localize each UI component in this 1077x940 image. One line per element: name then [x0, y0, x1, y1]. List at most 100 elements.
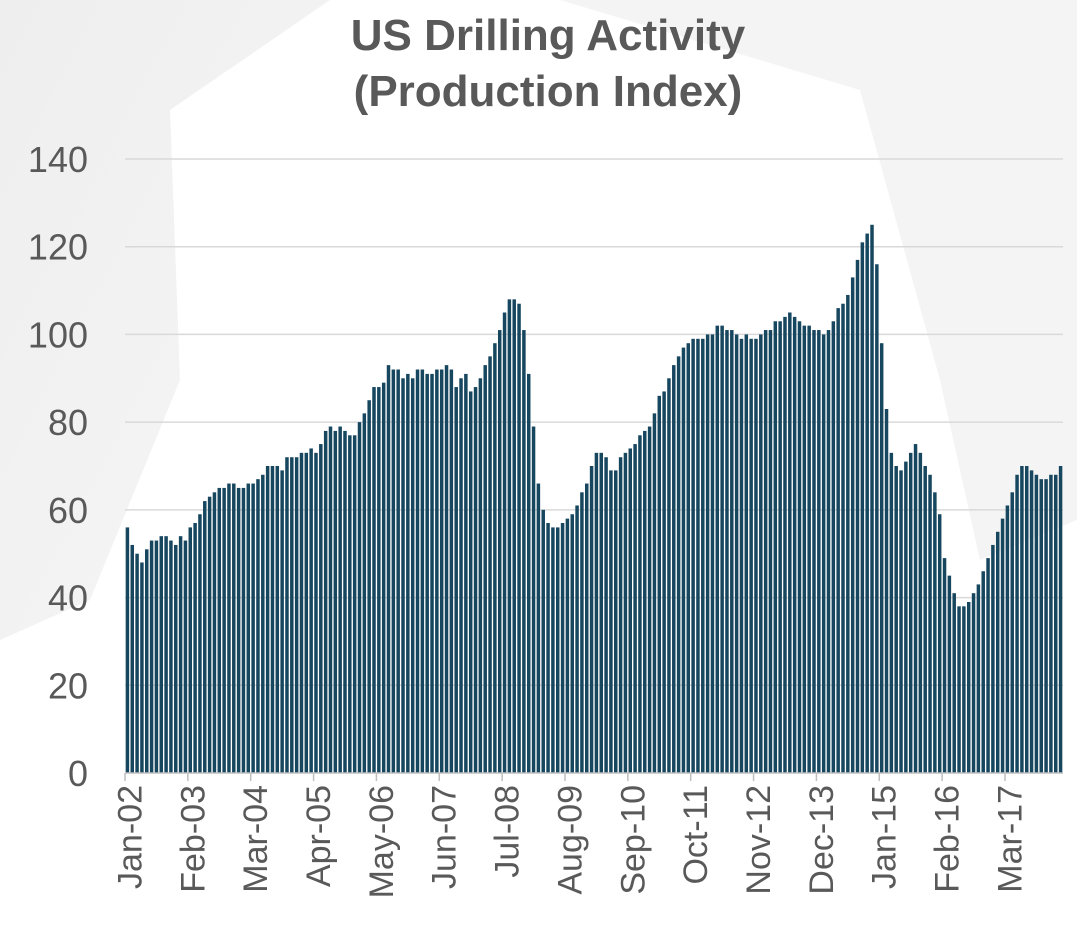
bar — [517, 303, 521, 773]
x-tick-label: Aug-09 — [551, 785, 589, 895]
bar — [749, 338, 753, 773]
x-tick-label: May-06 — [363, 785, 401, 898]
bar — [831, 321, 836, 773]
bar — [633, 444, 637, 773]
bar — [734, 334, 739, 773]
bar — [183, 540, 188, 773]
bar — [415, 369, 420, 773]
bar — [439, 369, 444, 773]
bar — [715, 325, 720, 773]
bar — [686, 343, 691, 773]
bar — [894, 466, 898, 773]
bar — [1005, 505, 1010, 773]
bar — [459, 378, 463, 773]
bar — [836, 308, 840, 773]
bar — [309, 448, 313, 773]
bar — [140, 562, 144, 773]
bar — [299, 452, 304, 773]
bar — [125, 527, 130, 773]
bar — [1034, 474, 1039, 773]
x-tick-label: Feb-16 — [929, 785, 967, 893]
x-tick-label: Mar-04 — [237, 785, 275, 893]
x-tick-label: Jan-15 — [866, 785, 904, 889]
bar — [759, 334, 763, 773]
bar — [957, 606, 961, 773]
bar — [1010, 492, 1014, 773]
bar — [599, 452, 603, 773]
bar — [372, 387, 376, 773]
bar — [507, 299, 512, 773]
bar — [812, 330, 816, 773]
bar — [512, 299, 516, 773]
bar — [145, 549, 149, 773]
bar — [647, 426, 652, 773]
bar — [232, 483, 236, 773]
bar — [362, 413, 367, 773]
bar — [875, 264, 879, 773]
bar — [763, 330, 768, 773]
bar — [908, 452, 913, 773]
bar — [241, 487, 246, 773]
bars — [125, 224, 1063, 774]
bar — [246, 483, 251, 773]
bar — [899, 470, 903, 773]
bar — [212, 492, 217, 773]
bar — [236, 487, 241, 773]
bar — [589, 466, 594, 773]
bar — [879, 343, 884, 773]
bar — [570, 514, 574, 773]
bar — [178, 536, 183, 773]
bar — [222, 487, 226, 773]
bar — [526, 373, 531, 773]
bar — [555, 527, 560, 773]
bar — [575, 505, 579, 773]
bar — [420, 369, 425, 773]
bar — [942, 558, 947, 773]
bar — [377, 387, 381, 773]
bar — [1054, 474, 1058, 773]
x-tick-label: Dec-13 — [803, 785, 841, 895]
y-tick-label: 20 — [48, 665, 88, 706]
bar — [497, 330, 502, 773]
bar — [628, 448, 633, 773]
bar — [846, 294, 850, 773]
bar — [672, 365, 676, 773]
bar — [285, 457, 289, 773]
bar — [981, 571, 985, 773]
bar — [783, 316, 787, 773]
bar — [768, 330, 773, 773]
bar — [933, 492, 937, 773]
bar — [348, 435, 352, 773]
bar — [826, 330, 831, 773]
bar — [884, 408, 889, 773]
y-tick-label: 120 — [28, 227, 88, 268]
bar — [1000, 518, 1005, 773]
bar — [449, 369, 454, 773]
bar — [754, 338, 758, 773]
bar — [304, 452, 309, 773]
bar — [594, 452, 599, 773]
bar — [391, 369, 396, 773]
bar — [193, 523, 197, 773]
bar — [280, 470, 284, 773]
bar — [343, 430, 347, 773]
bar — [870, 224, 874, 774]
bar — [652, 413, 657, 773]
watermark-shape — [0, 0, 330, 640]
bar — [681, 347, 686, 773]
bar — [396, 369, 400, 773]
bar — [976, 584, 981, 773]
bar — [270, 466, 275, 773]
y-tick-label: 100 — [28, 314, 88, 355]
x-tick-label: Jul-08 — [489, 785, 527, 878]
bar — [865, 233, 869, 774]
bar — [367, 400, 371, 773]
bar — [609, 470, 613, 773]
bar — [802, 325, 807, 773]
bar — [730, 330, 734, 773]
x-tick-label: Oct-11 — [677, 785, 715, 885]
bar — [203, 501, 207, 773]
y-tick-label: 60 — [48, 490, 88, 531]
bar — [705, 334, 710, 773]
bar — [357, 422, 362, 773]
